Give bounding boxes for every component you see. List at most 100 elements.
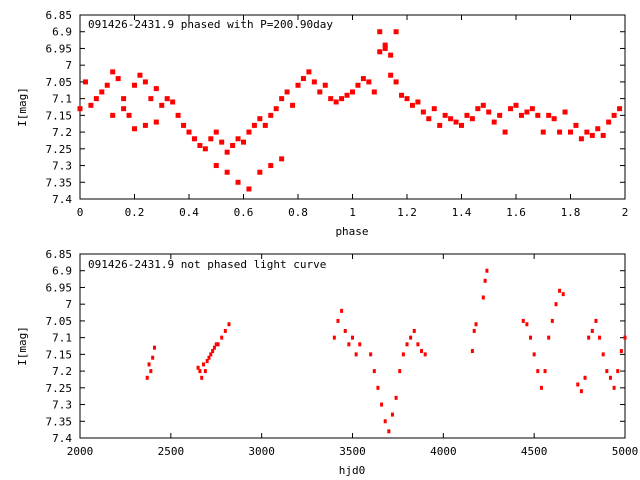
data-point [212,345,216,350]
x-tick-label: 1 [349,206,356,219]
x-tick-label: 0.4 [179,206,199,219]
data-point [535,112,541,118]
chart-title: 091426-2431.9 not phased light curve [88,258,326,271]
data-point [371,89,377,95]
data-point [412,328,416,333]
data-point [491,119,497,125]
data-point [388,72,394,78]
data-point [273,106,279,112]
data-point [521,318,525,323]
data-point [431,106,437,112]
data-point [420,349,424,354]
data-point [213,163,219,169]
data-point [142,79,148,85]
data-point [590,328,594,333]
data-point [121,106,127,112]
y-tick-label: 7.4 [52,432,72,445]
data-point [382,45,388,51]
data-point [196,365,200,370]
data-point [606,119,612,125]
y-tick-label: 7.05 [46,76,73,89]
data-point [175,112,181,118]
data-point [383,419,387,424]
data-point [589,132,595,138]
data-point [416,342,420,347]
data-point [197,142,203,148]
data-point [311,79,317,85]
y-tick-label: 6.9 [52,26,72,39]
data-point [115,76,121,82]
data-point [573,122,579,128]
data-point [121,96,127,102]
x-tick-label: 4500 [521,445,548,458]
data-point [142,122,148,128]
data-point [145,375,149,380]
data-point [191,136,197,142]
data-point [387,429,391,434]
data-point [88,102,94,108]
data-point [355,82,361,88]
data-point [598,335,602,340]
data-point [611,112,617,118]
data-point [220,335,224,340]
plot-frame [79,253,626,439]
y-tick-label: 7 [65,298,72,311]
data-point [420,109,426,115]
data-point [181,122,187,128]
data-point [518,112,524,118]
data-point [469,116,475,122]
data-point [513,102,519,108]
y-ticks: 6.85 6.9 6.95 7 7.05 7.1 7.15 7.2 7.25 7.3 7.35 7.4 [46,9,625,206]
data-point [213,129,219,135]
data-point [77,106,83,112]
chart-phased: 0 0.2 0.4 0.6 0.8 1 1.2 1.4 1.6 1.8 2 6.85 6.9 6.95 7… [16,9,628,238]
data-point [110,69,116,75]
data-point [423,352,427,357]
data-point [214,342,218,347]
y-tick-label: 6.95 [46,42,73,55]
data-point [561,292,565,297]
data-point [350,89,355,95]
data-point [558,288,562,293]
data-point [605,369,609,374]
data-point [554,302,558,307]
data-point [401,352,405,357]
data-point [540,129,546,135]
y-axis-label: I[mag] [16,326,29,366]
data-point [328,96,334,102]
x-tick-label: 2500 [158,445,185,458]
x-tick-label: 0.6 [234,206,254,219]
data-point [481,295,485,300]
x-tick-label: 1.2 [397,206,417,219]
y-tick-label: 7 [65,59,72,72]
data-point [110,112,116,118]
data-point [557,129,563,135]
data-point [382,42,388,48]
data-point [369,352,373,357]
y-tick-label: 7.2 [52,126,72,139]
data-point [579,389,583,394]
data-point [619,349,623,354]
data-point [529,106,535,112]
data-point [219,139,225,145]
data-point [132,82,137,88]
y-axis-label: I[mag] [16,87,29,127]
y-tick-label: 7.3 [52,399,72,412]
data-point [241,139,246,145]
x-axis-label: phase [335,225,368,238]
data-point [525,322,529,327]
data-point [475,106,481,112]
x-ticks: 0 0.2 0.4 0.6 0.8 1 1.2 1.4 1.6 1.8 2 [77,15,628,219]
data-point [398,369,402,374]
data-point [203,369,207,374]
data-point [502,129,508,135]
x-tick-label: 5000 [612,445,639,458]
data-point [279,96,285,102]
data-point [205,359,209,364]
data-point [344,92,350,98]
data-point [339,96,345,102]
x-tick-label: 0 [77,206,84,219]
data-points [145,268,627,434]
data-point [595,126,601,132]
